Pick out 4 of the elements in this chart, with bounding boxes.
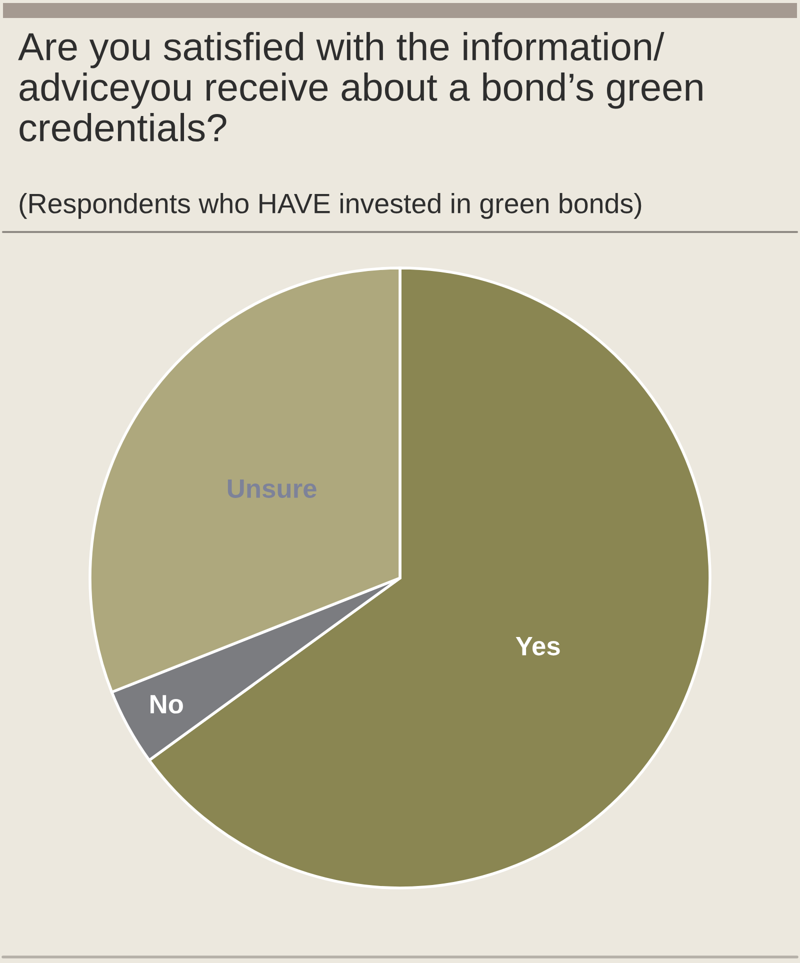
chart-subtitle: (Respondents who HAVE invested in green bonds) bbox=[20, 193, 642, 219]
chart-title: Are you satisfied with the information/ adviceyou receive about a bond’s green credentials? bbox=[18, 32, 702, 142]
slice-label: Yes bbox=[516, 637, 560, 656]
slice-label: No bbox=[150, 695, 183, 714]
